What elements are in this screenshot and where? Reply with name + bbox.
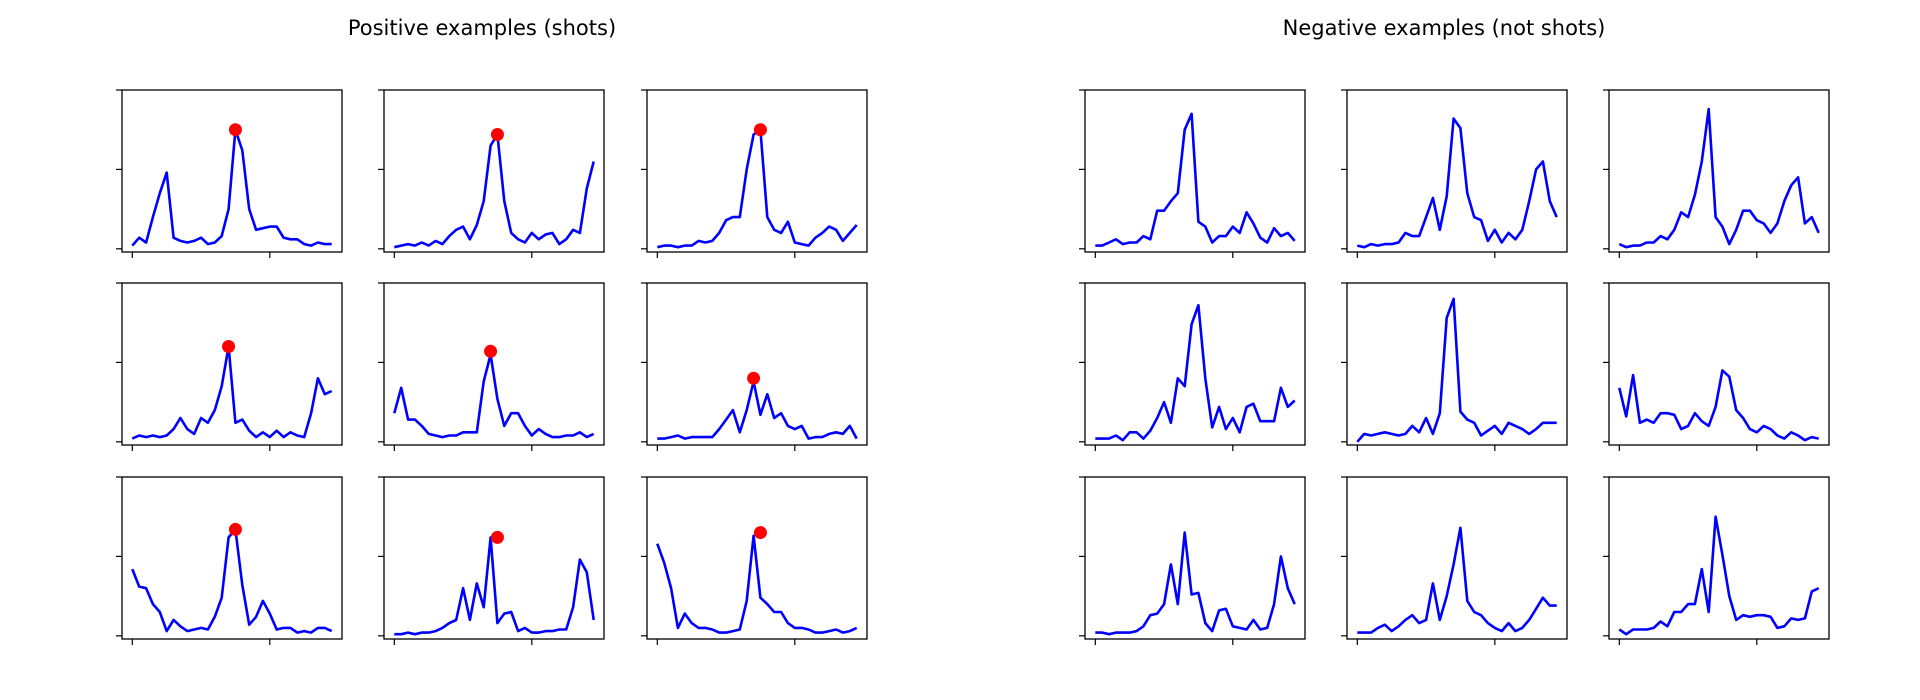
series-line xyxy=(131,128,332,247)
axes-frame xyxy=(646,282,868,446)
axes-frame xyxy=(1346,476,1568,640)
axes-frame xyxy=(383,476,605,640)
subplot-positive-r3c1 xyxy=(116,476,343,645)
axes-frame xyxy=(646,89,868,253)
peak-marker xyxy=(228,123,242,137)
axes-frame xyxy=(1608,476,1830,640)
subplot-negative-r3c3 xyxy=(1603,476,1830,645)
peak-marker xyxy=(490,530,504,544)
series-line xyxy=(394,133,595,249)
subplot-positive-r1c3 xyxy=(641,89,868,258)
subplot-grid xyxy=(116,89,1830,645)
axes-frame xyxy=(121,476,343,640)
axes-frame xyxy=(646,476,868,640)
axes-frame xyxy=(1084,476,1306,640)
subplot-positive-r2c2 xyxy=(378,282,605,451)
peak-marker xyxy=(490,127,504,141)
negative-group-title: Negative examples (not shots) xyxy=(1283,16,1606,40)
positive-group-title: Positive examples (shots) xyxy=(348,16,616,40)
series-line xyxy=(657,380,858,440)
peak-marker xyxy=(228,522,242,536)
axes-frame xyxy=(121,282,343,446)
subplot-positive-r2c1 xyxy=(116,282,343,451)
axes-frame xyxy=(383,89,605,253)
subplot-negative-r2c2 xyxy=(1341,282,1568,451)
axes-frame xyxy=(1084,282,1306,446)
series-line xyxy=(1356,297,1557,443)
axes-frame xyxy=(1084,89,1306,253)
series-line xyxy=(131,528,333,634)
peak-marker xyxy=(753,526,767,540)
series-line xyxy=(1095,112,1296,247)
subplot-negative-r2c1 xyxy=(1079,282,1306,451)
subplot-positive-r2c3 xyxy=(641,282,868,451)
series-line xyxy=(1357,526,1557,634)
peak-marker xyxy=(484,344,498,358)
peak-marker xyxy=(753,123,767,137)
series-line xyxy=(393,353,595,439)
subplot-negative-r3c1 xyxy=(1079,476,1306,645)
subplot-positive-r3c2 xyxy=(378,476,605,645)
peak-marker xyxy=(222,340,236,354)
series-line xyxy=(1095,531,1296,636)
series-line xyxy=(657,128,858,249)
axes-frame xyxy=(1346,282,1568,446)
subplot-negative-r2c3 xyxy=(1603,282,1830,451)
series-line xyxy=(1618,107,1820,249)
subplot-negative-r3c2 xyxy=(1341,476,1568,645)
subplot-negative-r1c1 xyxy=(1079,89,1306,258)
subplot-positive-r1c2 xyxy=(378,89,605,258)
peak-marker xyxy=(747,371,761,385)
subplot-negative-r1c3 xyxy=(1603,89,1830,258)
subplot-negative-r1c2 xyxy=(1341,89,1568,258)
series-line xyxy=(1095,303,1296,442)
subplot-positive-r3c3 xyxy=(641,476,868,645)
subplot-positive-r1c1 xyxy=(116,89,343,258)
axes-frame xyxy=(1346,89,1568,253)
series-line xyxy=(1357,117,1558,249)
series-line xyxy=(131,345,333,440)
axes-frame xyxy=(121,89,343,253)
series-line xyxy=(394,536,595,636)
axes-frame xyxy=(383,282,605,446)
series-line xyxy=(1618,515,1820,636)
series-line xyxy=(1618,369,1819,442)
axes-frame xyxy=(1608,89,1830,253)
axes-frame xyxy=(1608,282,1830,446)
series-line xyxy=(656,534,858,634)
